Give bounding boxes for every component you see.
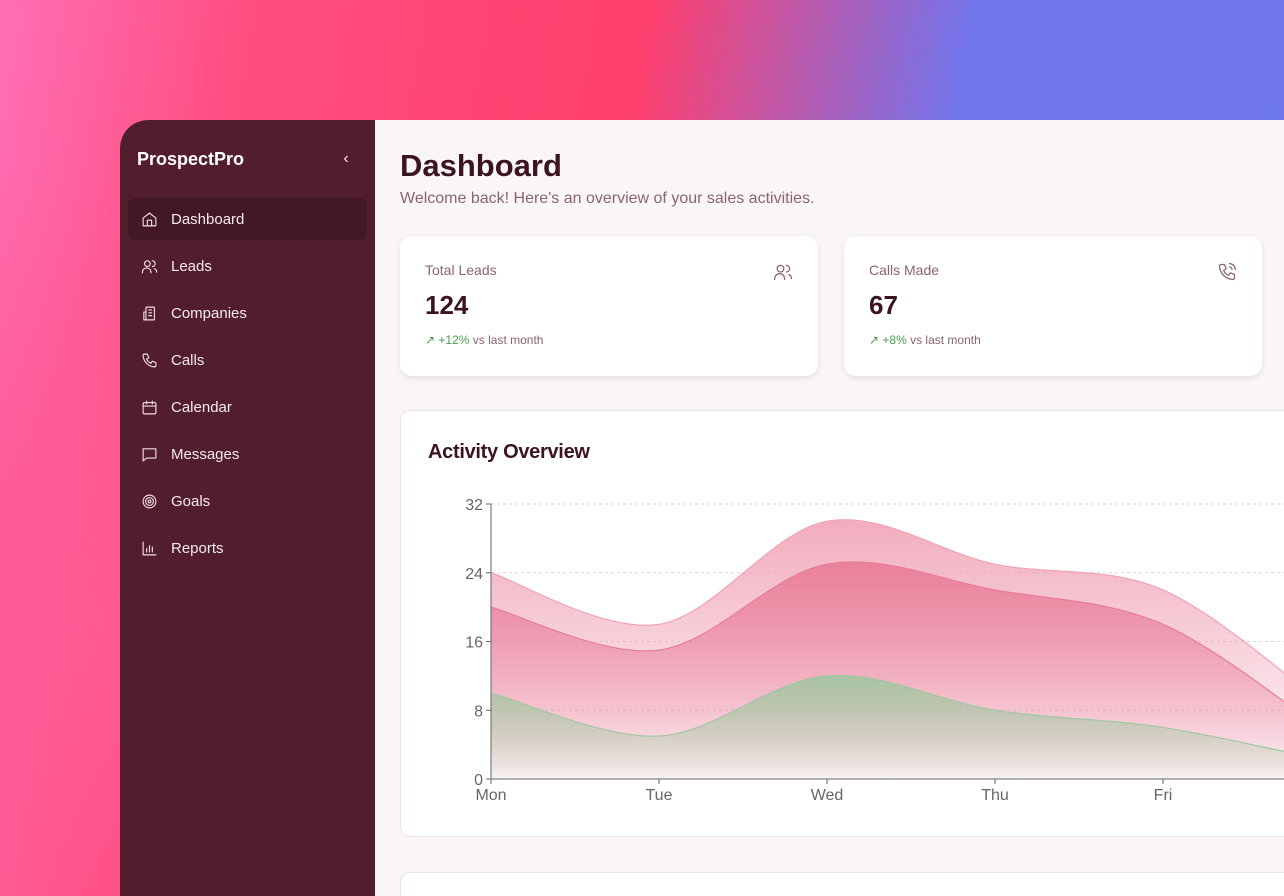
sidebar-item-label: Calendar bbox=[171, 398, 232, 416]
phone-call-icon bbox=[1218, 263, 1236, 281]
sidebar-item-companies[interactable]: Companies bbox=[128, 292, 367, 334]
target-icon bbox=[142, 494, 157, 508]
x-tick-label: Wed bbox=[811, 787, 844, 804]
users-icon bbox=[774, 264, 792, 281]
sidebar-item-label: Goals bbox=[171, 492, 211, 510]
next-card bbox=[400, 872, 1284, 896]
x-tick-label: Tue bbox=[646, 787, 673, 804]
y-tick-label: 16 bbox=[465, 635, 483, 652]
y-tick-label: 24 bbox=[465, 566, 483, 583]
activity-overview-card: 08162432MonTueWedThuFriSat Activity Over… bbox=[400, 410, 1284, 837]
chevron-left-icon[interactable]: ‹ bbox=[343, 150, 349, 167]
app-window: ProspectPro ‹ Dashboard Leads Companies … bbox=[120, 120, 1284, 896]
sidebar-item-calendar[interactable]: Calendar bbox=[128, 386, 367, 428]
stat-card-calls-made: Calls Made 67 ↗ +8% vs last month bbox=[844, 236, 1262, 376]
y-tick-label: 32 bbox=[465, 497, 483, 514]
stat-value: 124 bbox=[425, 290, 469, 320]
sidebar-item-label: Reports bbox=[171, 539, 224, 557]
sidebar-item-calls[interactable]: Calls bbox=[128, 339, 367, 381]
x-tick-label: Mon bbox=[475, 787, 506, 804]
y-tick-label: 0 bbox=[474, 772, 483, 789]
sidebar: ProspectPro ‹ Dashboard Leads Companies … bbox=[120, 120, 375, 896]
stat-label: Total Leads bbox=[425, 262, 497, 278]
users-icon bbox=[141, 259, 158, 273]
brand: ProspectPro ‹ bbox=[128, 120, 367, 198]
home-icon bbox=[142, 212, 157, 226]
page-title: Dashboard bbox=[400, 148, 562, 183]
building-icon bbox=[143, 306, 156, 320]
x-tick-label: Fri bbox=[1154, 787, 1173, 804]
bar-chart-icon bbox=[142, 541, 157, 555]
sidebar-item-label: Dashboard bbox=[171, 210, 245, 228]
stat-card-total-leads: Total Leads 124 ↗ +12% vs last month bbox=[400, 236, 818, 376]
stat-label: Calls Made bbox=[869, 262, 940, 278]
arrow-up-right-icon: ↗ bbox=[425, 333, 439, 347]
sidebar-item-label: Leads bbox=[171, 257, 212, 275]
stat-suffix: vs last month bbox=[472, 333, 544, 347]
x-tick-label: Thu bbox=[981, 787, 1009, 804]
line-series-2 bbox=[490, 674, 1284, 753]
stat-trend: ↗ +8% vs last month bbox=[869, 333, 1237, 347]
stat-suffix: vs last month bbox=[910, 333, 981, 347]
message-icon bbox=[142, 447, 157, 461]
sidebar-item-label: Calls bbox=[171, 351, 205, 369]
stat-change: +12% bbox=[438, 333, 470, 347]
chart-title: Activity Overview bbox=[428, 441, 590, 463]
stat-change: +8% bbox=[882, 333, 907, 347]
brand-logo-text: ProspectPro bbox=[137, 148, 245, 169]
main-content: Dashboard Welcome back! Here's an overvi… bbox=[375, 120, 1284, 896]
stat-trend: ↗ +12% vs last month bbox=[425, 333, 793, 347]
arrow-up-right-icon: ↗ bbox=[869, 333, 883, 347]
line-series-1 bbox=[490, 561, 1284, 703]
sidebar-item-messages[interactable]: Messages bbox=[128, 433, 367, 475]
sidebar-item-label: Companies bbox=[171, 304, 247, 322]
sidebar-item-leads[interactable]: Leads bbox=[128, 245, 367, 287]
sidebar-item-label: Messages bbox=[171, 445, 240, 463]
stat-value: 67 bbox=[869, 290, 898, 320]
activity-chart: 08162432MonTueWedThuFriSat bbox=[465, 497, 1284, 804]
area-series-2 bbox=[491, 675, 1284, 779]
phone-icon bbox=[142, 353, 157, 367]
sidebar-item-goals[interactable]: Goals bbox=[128, 480, 367, 522]
line-series-0 bbox=[490, 519, 1284, 674]
sidebar-item-reports[interactable]: Reports bbox=[128, 527, 367, 569]
calendar-icon bbox=[142, 400, 157, 414]
y-tick-label: 8 bbox=[474, 703, 483, 720]
sidebar-item-dashboard[interactable]: Dashboard bbox=[128, 198, 367, 240]
page-subtitle: Welcome back! Here's an overview of your… bbox=[400, 190, 815, 207]
